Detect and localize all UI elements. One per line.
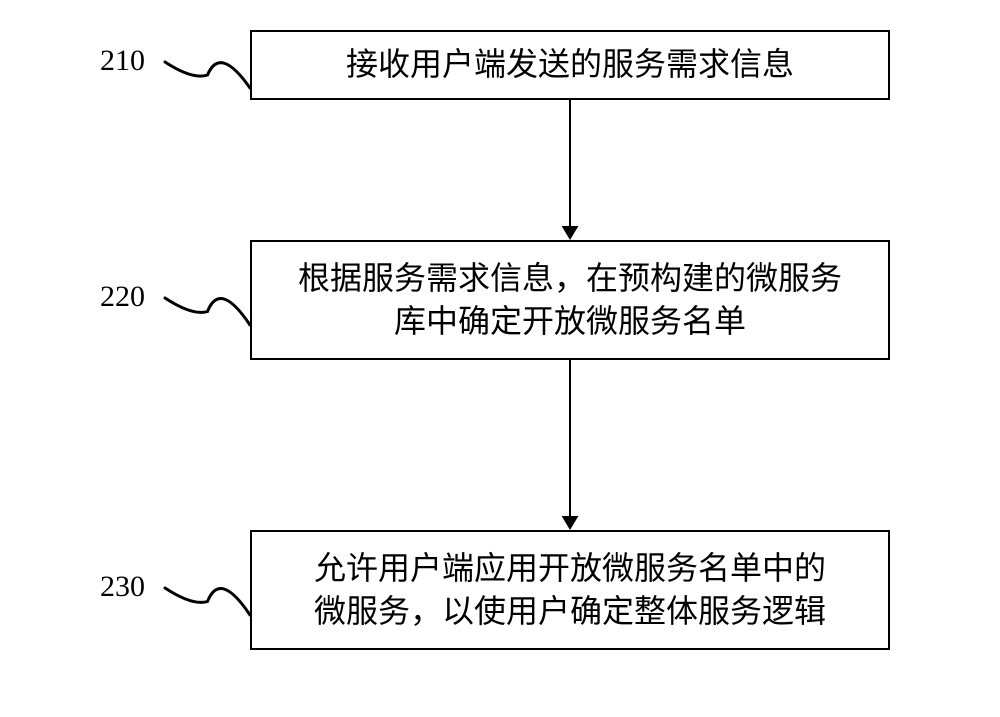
- flowchart-node-3-text: 允许用户端应用开放微服务名单中的 微服务，以使用户确定整体服务逻辑: [314, 547, 826, 633]
- flowchart-node-2: 根据服务需求信息，在预构建的微服务 库中确定开放微服务名单: [250, 240, 890, 360]
- flowchart-callout-1: [160, 40, 255, 93]
- flowchart-node-2-text: 根据服务需求信息，在预构建的微服务 库中确定开放微服务名单: [298, 257, 842, 343]
- flowchart-callout-2: [160, 275, 255, 330]
- flowchart-callout-3: [160, 565, 255, 620]
- flowchart-label-2: 220: [100, 280, 145, 314]
- flowchart-label-3: 230: [100, 570, 145, 604]
- flowchart-arrow-1: [554, 100, 586, 240]
- flowchart-arrow-2: [554, 360, 586, 530]
- flowchart-node-3: 允许用户端应用开放微服务名单中的 微服务，以使用户确定整体服务逻辑: [250, 530, 890, 650]
- flowchart-node-1: 接收用户端发送的服务需求信息: [250, 30, 890, 100]
- flowchart-node-1-text: 接收用户端发送的服务需求信息: [346, 43, 794, 86]
- flowchart-canvas: 接收用户端发送的服务需求信息 210 根据服务需求信息，在预构建的微服务 库中确…: [0, 0, 1000, 717]
- flowchart-label-1: 210: [100, 44, 145, 78]
